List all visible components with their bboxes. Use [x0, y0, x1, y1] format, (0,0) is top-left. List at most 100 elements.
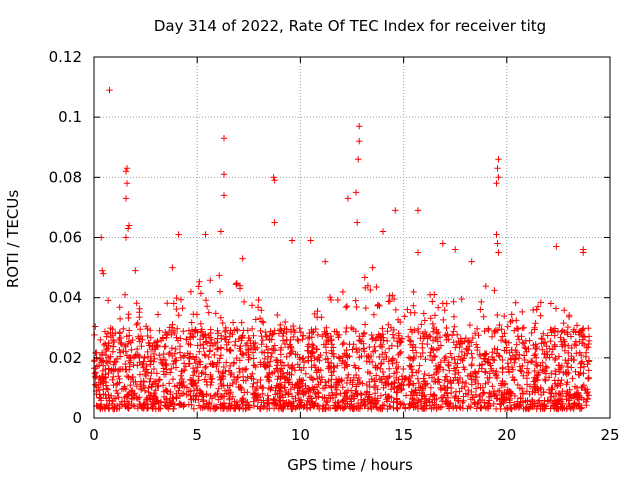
data-point — [401, 313, 408, 320]
data-point — [451, 323, 458, 330]
data-point — [282, 318, 289, 326]
data-point — [487, 390, 494, 398]
data-point — [501, 312, 508, 320]
data-point — [515, 355, 523, 362]
data-point — [507, 355, 515, 362]
data-point — [383, 353, 390, 361]
data-point — [162, 402, 169, 410]
data-point — [173, 305, 180, 313]
data-point — [207, 277, 214, 284]
data-point — [103, 385, 110, 392]
data-point — [100, 341, 108, 349]
data-point — [484, 374, 491, 382]
data-point — [375, 333, 382, 340]
data-point — [104, 359, 111, 367]
data-point — [382, 349, 389, 356]
data-point — [280, 373, 288, 380]
data-point — [386, 365, 393, 372]
data-point — [561, 307, 568, 314]
data-point — [173, 390, 180, 397]
data-point — [229, 393, 236, 400]
data-point — [330, 363, 337, 370]
data-point — [339, 288, 347, 296]
data-point — [366, 358, 373, 366]
data-point — [125, 222, 133, 229]
data-point — [122, 348, 129, 355]
data-point — [150, 378, 158, 386]
data-point — [361, 402, 368, 410]
data-point — [409, 344, 416, 351]
data-point — [423, 380, 431, 387]
data-point — [254, 379, 261, 386]
data-point — [520, 352, 528, 359]
data-point — [120, 325, 127, 333]
data-point — [520, 340, 527, 347]
data-point — [144, 369, 152, 376]
data-point — [147, 334, 154, 341]
data-point — [402, 392, 410, 399]
data-point — [300, 388, 308, 396]
data-point — [421, 333, 428, 340]
data-point — [357, 396, 365, 403]
data-point — [479, 390, 487, 398]
data-point — [492, 405, 500, 413]
data-point — [524, 405, 532, 413]
data-point — [397, 338, 404, 345]
data-point — [271, 368, 278, 376]
data-point — [103, 333, 110, 340]
data-point — [323, 349, 330, 356]
data-point — [406, 400, 413, 408]
data-point — [142, 323, 150, 330]
data-point — [278, 327, 285, 334]
data-point — [568, 353, 575, 360]
data-point — [563, 360, 571, 367]
data-point — [195, 373, 202, 380]
data-point — [540, 388, 547, 396]
data-point — [578, 359, 585, 367]
data-point — [115, 394, 122, 401]
data-point — [124, 391, 131, 398]
data-point — [155, 383, 162, 390]
data-point — [491, 287, 498, 294]
x-axis-title: GPS time / hours — [287, 456, 413, 474]
data-point — [366, 343, 373, 351]
data-point — [103, 346, 110, 353]
data-point — [452, 344, 459, 351]
data-point — [350, 405, 357, 413]
data-point — [290, 398, 297, 406]
data-point — [551, 343, 558, 350]
data-point — [328, 335, 335, 343]
data-point — [130, 361, 137, 369]
data-point — [234, 327, 241, 334]
data-point — [290, 333, 297, 341]
data-point — [308, 395, 315, 402]
data-point — [352, 364, 359, 371]
data-point — [233, 280, 240, 287]
data-point — [258, 332, 265, 340]
data-point — [523, 375, 531, 382]
data-point — [264, 359, 271, 366]
data-point — [528, 329, 535, 337]
data-point — [461, 366, 468, 373]
data-point — [346, 396, 354, 403]
data-point — [121, 394, 128, 401]
data-point — [133, 300, 140, 307]
data-point — [245, 346, 252, 354]
data-point — [271, 347, 279, 354]
data-point — [123, 333, 130, 340]
data-point — [356, 337, 364, 345]
data-point — [262, 364, 270, 371]
data-point — [429, 357, 436, 364]
data-point — [231, 398, 238, 405]
data-point — [564, 388, 571, 396]
data-point — [181, 366, 188, 374]
data-point — [443, 336, 450, 344]
data-point — [147, 327, 154, 334]
data-point — [285, 379, 292, 386]
data-point — [303, 401, 310, 408]
data-point — [176, 343, 184, 350]
data-point — [534, 303, 542, 310]
data-point — [472, 378, 479, 386]
data-point — [354, 219, 361, 226]
data-point — [459, 378, 466, 386]
